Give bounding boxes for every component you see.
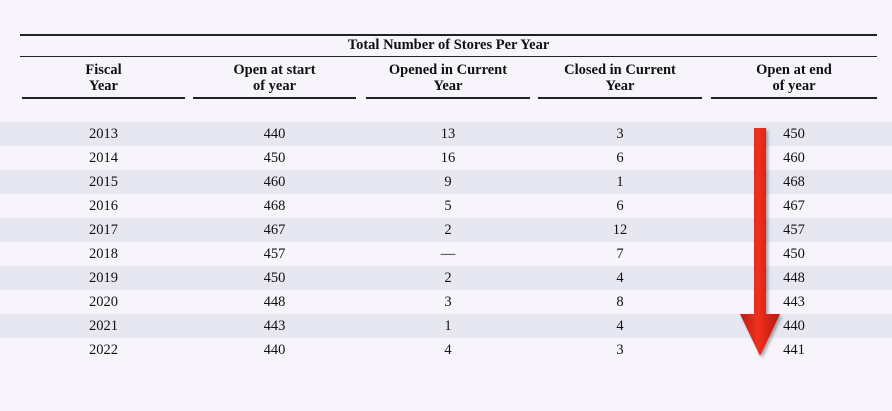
table-row: 2014 450 16 6 460 [0, 146, 892, 170]
cell-opened: 9 [444, 174, 452, 190]
cell-open-end: 468 [783, 174, 805, 190]
table-row: 2018 457 — 7 450 [0, 242, 892, 266]
table-title: Total Number of Stores Per Year [347, 37, 550, 53]
cell-open-end: 443 [783, 294, 805, 310]
cell-open-end: 457 [783, 222, 805, 238]
column-header-line: Open at start [233, 62, 316, 78]
cell-year: 2017 [89, 222, 118, 238]
column-header-line: Fiscal [85, 62, 122, 78]
header-rule [538, 97, 702, 99]
column-header-open-start: Open at start of year [193, 62, 356, 94]
cell-closed: 6 [616, 150, 624, 166]
cell-open-start: 457 [263, 246, 286, 262]
cell-open-end: 450 [783, 126, 805, 142]
column-header-line: Closed in Current [564, 62, 676, 78]
cell-open-end: 460 [783, 150, 805, 166]
cell-opened: — [440, 246, 456, 262]
table-row: 2022 440 4 3 441 [0, 338, 892, 362]
cell-open-start: 467 [263, 222, 286, 238]
cell-open-start: 460 [263, 174, 286, 190]
cell-open-end: 441 [783, 342, 805, 358]
cell-year: 2015 [89, 174, 118, 190]
cell-opened: 1 [444, 318, 452, 334]
header-rule [366, 97, 530, 99]
column-header-open-end: Open at end of year [711, 62, 877, 94]
cell-year: 2021 [89, 318, 118, 334]
red-down-arrow-icon [740, 128, 780, 356]
cell-open-start: 450 [263, 270, 286, 286]
column-header-line: Open at end [756, 62, 832, 78]
column-header-line: of year [252, 78, 297, 94]
cell-open-start: 440 [263, 126, 286, 142]
cell-opened: 16 [440, 150, 456, 166]
cell-open-start: 448 [263, 294, 286, 310]
column-header-line: Opened in Current [388, 62, 508, 78]
table-row: 2015 460 9 1 468 [0, 170, 892, 194]
cell-open-end: 450 [783, 246, 805, 262]
column-header-closed: Closed in Current Year [538, 62, 702, 94]
header-rule [193, 97, 356, 99]
cell-opened: 2 [444, 270, 452, 286]
cell-closed: 1 [616, 174, 624, 190]
cell-year: 2020 [89, 294, 118, 310]
top-rule [20, 34, 877, 36]
cell-closed: 8 [616, 294, 624, 310]
title-rule [20, 56, 877, 57]
cell-open-start: 440 [263, 342, 286, 358]
cell-open-start: 468 [263, 198, 286, 214]
column-header-line: of year [772, 78, 816, 94]
cell-year: 2013 [89, 126, 118, 142]
cell-year: 2014 [89, 150, 118, 166]
cell-closed: 3 [616, 342, 624, 358]
cell-open-start: 450 [263, 150, 286, 166]
cell-opened: 2 [444, 222, 452, 238]
cell-closed: 4 [616, 318, 624, 334]
cell-closed: 4 [616, 270, 624, 286]
cell-year: 2016 [89, 198, 118, 214]
column-header-opened: Opened in Current Year [366, 62, 530, 94]
header-rule [22, 97, 185, 99]
cell-closed: 12 [612, 222, 628, 238]
cell-open-end: 448 [783, 270, 805, 286]
cell-opened: 5 [444, 198, 452, 214]
table-row: 2013 440 13 3 450 [0, 122, 892, 146]
cell-opened: 4 [444, 342, 452, 358]
cell-closed: 3 [616, 126, 624, 142]
table-row: 2016 468 5 6 467 [0, 194, 892, 218]
column-header-fiscal-year: Fiscal Year [22, 62, 185, 94]
cell-year: 2019 [89, 270, 118, 286]
cell-opened: 3 [444, 294, 452, 310]
table-row: 2017 467 2 12 457 [0, 218, 892, 242]
cell-open-end: 440 [783, 318, 805, 334]
cell-year: 2018 [89, 246, 118, 262]
column-header-line: Year [605, 78, 635, 94]
cell-opened: 13 [440, 126, 456, 142]
table-row: 2019 450 2 4 448 [0, 266, 892, 290]
cell-open-end: 467 [783, 198, 805, 214]
header-rule [711, 97, 877, 99]
cell-open-start: 443 [263, 318, 286, 334]
cell-closed: 6 [616, 198, 624, 214]
cell-closed: 7 [616, 246, 624, 262]
cell-year: 2022 [89, 342, 118, 358]
column-header-line: Year [433, 78, 463, 94]
table-row: 2020 448 3 8 443 [0, 290, 892, 314]
column-header-line: Year [89, 78, 118, 94]
